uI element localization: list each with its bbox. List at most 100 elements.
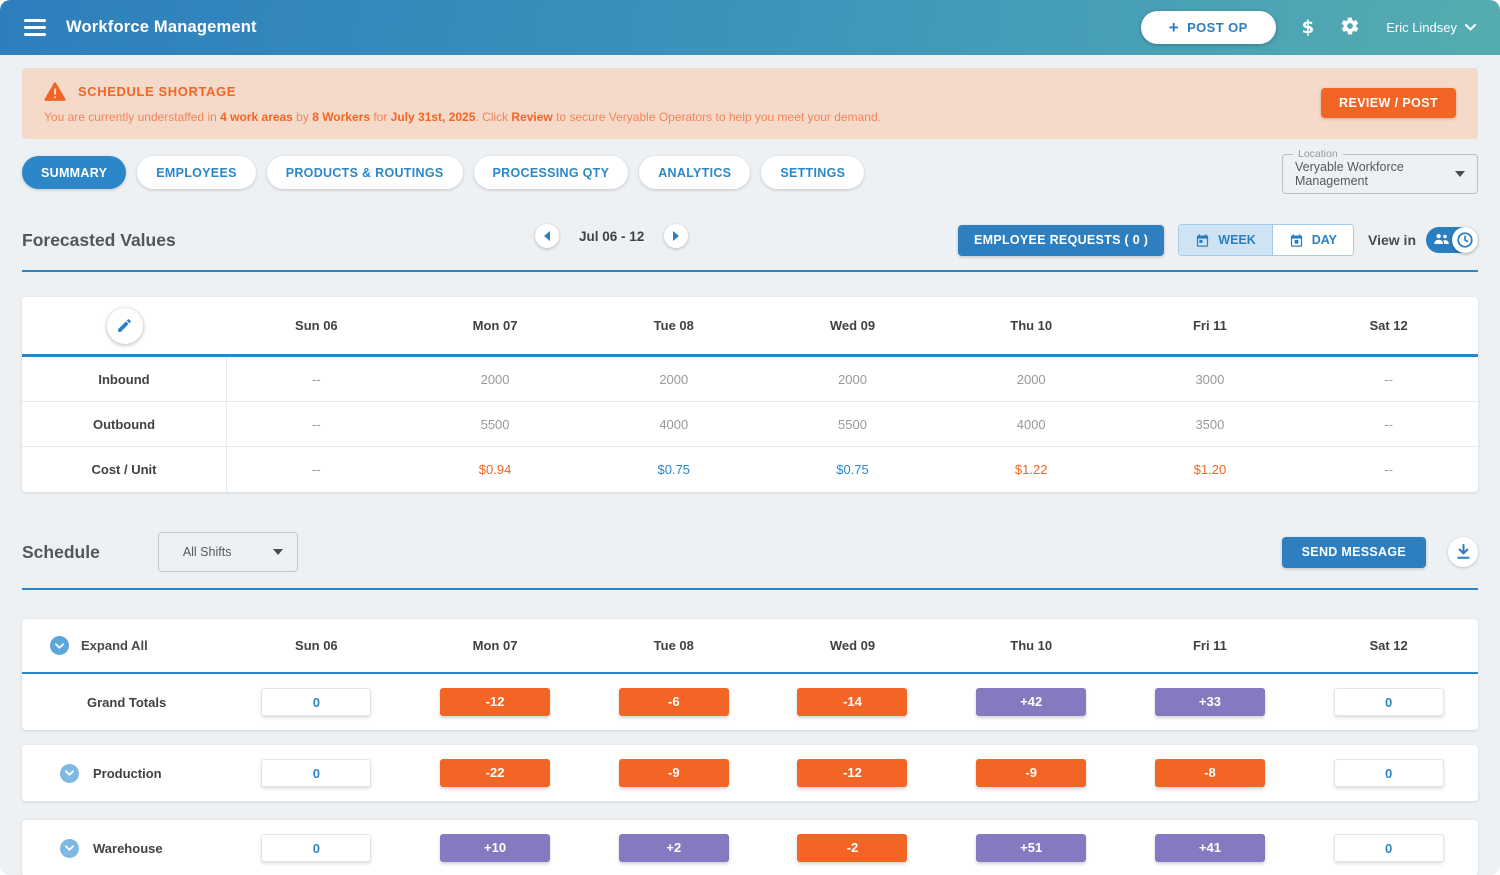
schedule-cell-badge[interactable]: +42 — [976, 688, 1087, 716]
shift-filter-value: All Shifts — [182, 545, 232, 559]
next-week-button[interactable] — [664, 224, 689, 248]
alert-title: SCHEDULE SHORTAGE — [78, 84, 237, 99]
schedule-row-production: Production 0 -22 -9 -12 -9 -8 0 — [22, 745, 1478, 801]
chevron-down-icon — [1465, 24, 1476, 31]
schedule-cell-badge[interactable]: -22 — [440, 759, 551, 787]
schedule-cell-badge[interactable]: +10 — [440, 834, 551, 862]
people-icon — [1434, 234, 1449, 244]
week-day-toggle: WEEK DAY — [1178, 224, 1355, 256]
schedule-cell-badge[interactable]: -9 — [618, 759, 729, 787]
gear-icon[interactable] — [1340, 16, 1360, 40]
day-toggle[interactable]: DAY — [1271, 225, 1354, 255]
forecast-cell: $0.75 — [657, 462, 691, 477]
day-header: Sun 06 — [295, 638, 338, 653]
week-toggle[interactable]: WEEK — [1179, 225, 1272, 255]
view-in-label: View in — [1368, 232, 1416, 248]
alert-text: by — [292, 110, 313, 124]
tab-bar: SUMMARY EMPLOYEES PRODUCTS & ROUTINGS PR… — [22, 156, 865, 189]
forecast-cell: $1.22 — [1014, 462, 1048, 477]
schedule-section-head: Schedule All Shifts SEND MESSAGE — [22, 532, 1478, 590]
tab-products-routings[interactable]: PRODUCTS & ROUTINGS — [266, 156, 463, 189]
schedule-cell-badge[interactable]: -6 — [618, 688, 729, 716]
date-range: Jul 06 - 12 — [579, 228, 645, 244]
schedule-cell-badge[interactable]: -12 — [797, 759, 908, 787]
schedule-cell-badge[interactable]: 0 — [261, 834, 372, 862]
day-header: Tue 08 — [653, 638, 694, 653]
day-header: Thu 10 — [1010, 318, 1053, 333]
location-value: Veryable Workforce Management — [1295, 160, 1404, 188]
download-icon — [1456, 544, 1470, 559]
expand-warehouse-button[interactable] — [60, 838, 79, 858]
schedule-cell-badge[interactable]: +51 — [976, 834, 1087, 862]
day-header: Sat 12 — [1369, 318, 1408, 333]
forecast-cell: -- — [1384, 462, 1393, 477]
forecast-cell: 2000 — [659, 372, 689, 387]
expand-production-button[interactable] — [60, 763, 79, 783]
post-op-button[interactable]: + POST OP — [1140, 11, 1276, 44]
location-label: Location — [1293, 148, 1343, 160]
tab-analytics[interactable]: ANALYTICS — [639, 156, 751, 189]
expand-all-button[interactable] — [50, 636, 69, 655]
schedule-cell-badge[interactable]: 0 — [261, 759, 372, 787]
location-select[interactable]: Location Veryable Workforce Management — [1282, 148, 1478, 194]
forecast-row-cost-unit: Cost / Unit -- $0.94 $0.75 $0.75 $1.22 $… — [22, 447, 1478, 492]
forecast-cell: -- — [312, 372, 321, 387]
alert-text: . Click — [475, 110, 512, 124]
dollar-icon[interactable]: $ — [1301, 16, 1315, 38]
alert-bold-date: July 31st, 2025 — [390, 110, 476, 124]
chevron-down-icon — [55, 642, 64, 649]
schedule-cell-badge[interactable]: +33 — [1154, 688, 1265, 716]
forecast-cell: 3500 — [1195, 417, 1225, 432]
alert-text: for — [370, 110, 391, 124]
schedule-cell-badge[interactable]: 0 — [1333, 834, 1444, 862]
day-header: Tue 08 — [653, 318, 694, 333]
day-header: Mon 07 — [472, 318, 518, 333]
user-menu[interactable]: Eric Lindsey — [1386, 20, 1476, 35]
schedule-cell-badge[interactable]: +2 — [618, 834, 729, 862]
schedule-cell-badge[interactable]: -9 — [976, 759, 1087, 787]
forecast-row-outbound: Outbound -- 5500 4000 5500 4000 3500 -- — [22, 402, 1478, 447]
edit-forecast-button[interactable] — [106, 307, 143, 344]
chevron-down-icon — [65, 845, 74, 851]
tab-processing-qty[interactable]: PROCESSING QTY — [473, 156, 629, 189]
row-label: Warehouse — [93, 840, 163, 856]
employee-requests-button[interactable]: EMPLOYEE REQUESTS ( 0 ) — [957, 224, 1165, 256]
caret-down-icon — [1455, 171, 1465, 177]
tab-employees[interactable]: EMPLOYEES — [137, 156, 256, 189]
review-post-button[interactable]: REVIEW / POST — [1321, 88, 1456, 118]
day-header: Fri 11 — [1192, 638, 1227, 653]
schedule-table: Expand All Sun 06 Mon 07 Tue 08 Wed 09 T… — [22, 619, 1478, 730]
caret-down-icon — [272, 549, 283, 555]
calendar-week-icon — [1197, 233, 1209, 247]
app-title: Workforce Management — [66, 18, 257, 36]
schedule-cell-badge[interactable]: 0 — [1333, 759, 1444, 787]
forecast-cell: 4000 — [659, 417, 689, 432]
tab-settings[interactable]: SETTINGS — [761, 156, 865, 189]
schedule-row-warehouse: Warehouse 0 +10 +2 -2 +51 +41 0 — [22, 820, 1478, 875]
download-button[interactable] — [1448, 537, 1478, 567]
schedule-cell-badge[interactable]: +41 — [1154, 834, 1265, 862]
day-header: Sun 06 — [295, 318, 338, 333]
topbar: Workforce Management + POST OP $ Eric Li… — [0, 0, 1500, 55]
pencil-icon — [118, 319, 131, 332]
tab-summary[interactable]: SUMMARY — [22, 156, 127, 189]
schedule-cell-badge[interactable]: -14 — [797, 688, 908, 716]
forecast-cell: 5500 — [480, 417, 510, 432]
day-header: Fri 11 — [1192, 318, 1227, 333]
view-mode-toggle[interactable] — [1426, 227, 1478, 253]
schedule-cell-badge[interactable]: -8 — [1154, 759, 1265, 787]
forecast-title: Forecasted Values — [22, 229, 176, 250]
day-header: Sat 12 — [1369, 638, 1408, 653]
shift-filter-select[interactable]: All Shifts — [157, 532, 298, 572]
alert-bold-work-areas: 4 work areas — [220, 110, 293, 124]
schedule-shortage-alert: SCHEDULE SHORTAGE You are currently unde… — [22, 68, 1478, 139]
schedule-cell-badge[interactable]: 0 — [1333, 688, 1444, 716]
schedule-cell-badge[interactable]: 0 — [261, 688, 372, 716]
plus-icon: + — [1168, 17, 1180, 37]
hamburger-menu-icon[interactable] — [24, 19, 46, 36]
send-message-button[interactable]: SEND MESSAGE — [1281, 536, 1426, 568]
schedule-cell-badge[interactable]: -12 — [440, 688, 551, 716]
schedule-cell-badge[interactable]: -2 — [797, 834, 908, 862]
prev-week-button[interactable] — [535, 224, 559, 248]
